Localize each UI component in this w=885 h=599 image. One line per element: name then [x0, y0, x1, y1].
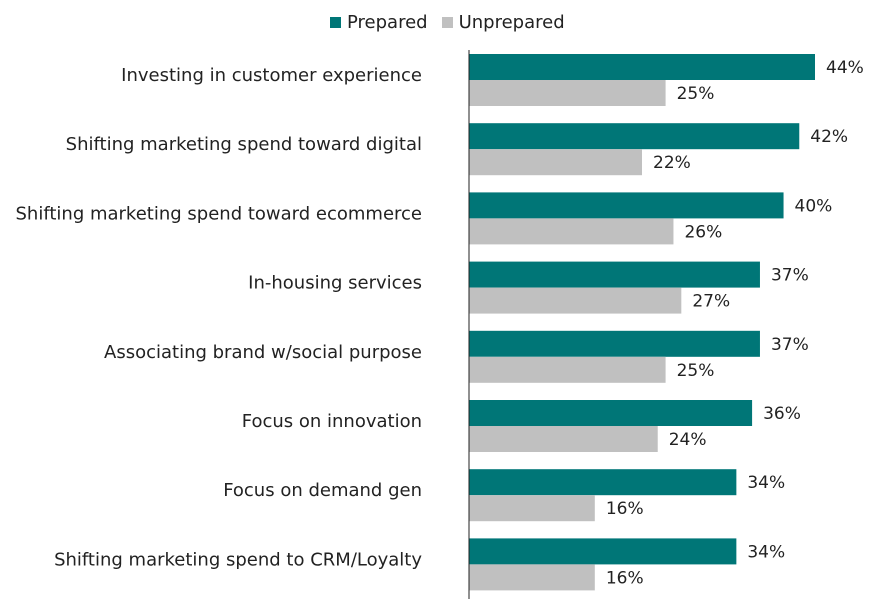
value-label: 22% — [653, 153, 691, 173]
category-label: Focus on demand gen — [223, 480, 422, 501]
category-label: In-housing services — [248, 273, 422, 294]
bar-unprepared — [469, 287, 682, 314]
bar-prepared — [469, 538, 737, 565]
value-label: 25% — [677, 361, 715, 381]
value-label: 24% — [669, 430, 707, 450]
value-label: 16% — [606, 568, 644, 588]
value-label: 16% — [606, 499, 644, 519]
value-label: 37% — [771, 335, 809, 355]
bar-unprepared — [469, 218, 674, 245]
category-label: Focus on innovation — [242, 411, 422, 432]
legend-item-prepared: Prepared — [330, 12, 428, 33]
category-label: Shifting marketing spend toward digital — [66, 134, 422, 155]
bar-unprepared — [469, 356, 666, 383]
value-label: 27% — [692, 292, 730, 312]
bar-unprepared — [469, 426, 658, 452]
value-label: 44% — [826, 58, 864, 78]
bar-unprepared — [469, 149, 642, 176]
value-label: 37% — [771, 266, 809, 286]
category-label: Shifting marketing spend toward ecommerc… — [16, 203, 423, 224]
bar-prepared — [469, 123, 800, 150]
value-label: 36% — [763, 404, 801, 424]
legend-label-unprepared: Unprepared — [458, 12, 565, 33]
category-label: Investing in customer experience — [121, 65, 422, 86]
category-label: Shifting marketing spend to CRM/Loyalty — [54, 549, 422, 570]
value-label: 34% — [747, 542, 785, 562]
bar-unprepared — [469, 80, 666, 106]
legend-swatch-prepared — [330, 17, 341, 28]
bar-prepared — [469, 469, 737, 496]
bar-unprepared — [469, 495, 595, 522]
bar-prepared — [469, 330, 760, 357]
chart-legend: Prepared Unprepared — [330, 12, 579, 33]
value-label: 42% — [810, 127, 848, 147]
bar-unprepared — [469, 564, 595, 591]
value-label: 26% — [684, 222, 722, 242]
legend-swatch-unprepared — [441, 17, 453, 28]
bar-prepared — [469, 400, 753, 426]
legend-item-unprepared: Unprepared — [441, 12, 565, 33]
bar-prepared — [469, 261, 760, 288]
value-label: 40% — [795, 196, 833, 216]
bar-prepared — [469, 54, 815, 80]
value-label: 25% — [677, 84, 715, 104]
legend-label-prepared: Prepared — [347, 12, 428, 33]
value-label: 34% — [747, 473, 785, 493]
category-label: Associating brand w/social purpose — [104, 342, 422, 363]
bar-prepared — [469, 192, 784, 219]
